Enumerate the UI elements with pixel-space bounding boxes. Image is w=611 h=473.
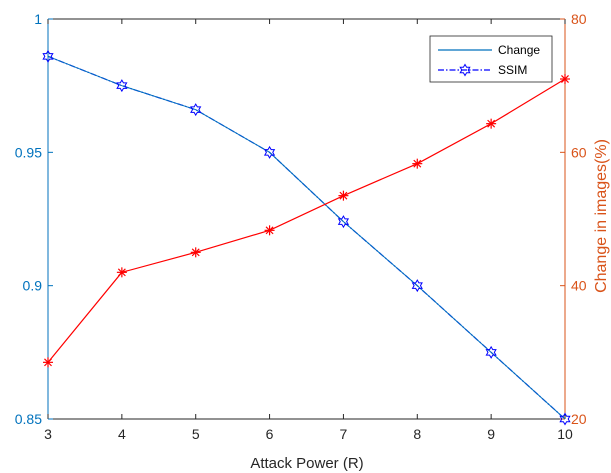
y-tick-label: 1 <box>34 11 42 27</box>
asterisk-stroke <box>44 358 52 367</box>
series-point <box>411 279 423 293</box>
series-point <box>116 267 127 278</box>
asterisk-stroke <box>487 119 496 128</box>
series-point <box>190 247 201 258</box>
legend-marker <box>459 63 471 77</box>
y2-tick-label: 80 <box>571 11 587 27</box>
x-tick-label: 8 <box>413 426 421 442</box>
series-point <box>116 79 128 93</box>
series-point <box>190 103 202 117</box>
x-tick-label: 6 <box>266 426 274 442</box>
series-point <box>412 158 423 169</box>
asterisk-stroke <box>561 75 569 83</box>
y2-tick-label: 40 <box>571 278 587 294</box>
series-point <box>42 49 54 63</box>
x-tick-label: 7 <box>340 426 348 442</box>
series-point <box>560 74 570 84</box>
series-line-1 <box>47 78 566 363</box>
y-tick-label: 0.85 <box>15 411 42 427</box>
change-line <box>47 55 566 420</box>
x-axis-label: Attack Power (R) <box>250 455 363 472</box>
x-tick-label: 9 <box>487 426 495 442</box>
asterisk-stroke <box>117 268 126 277</box>
asterisk-stroke <box>339 191 348 200</box>
y2-tick-label: 20 <box>571 411 587 427</box>
x-tick-label: 3 <box>44 426 52 442</box>
legend-label: Change <box>498 43 540 57</box>
plot-area: 3 4 5 6 7 8 9 10 0.85 0.9 0.95 1 20 40 60 80 <box>15 11 587 442</box>
x-tick-label: 5 <box>192 426 200 442</box>
series-point <box>486 118 497 129</box>
legend-box <box>429 35 553 83</box>
series-point <box>485 345 497 359</box>
series-point <box>263 145 276 159</box>
series-point <box>559 412 571 426</box>
asterisk-stroke <box>191 248 200 257</box>
series-point <box>338 190 349 201</box>
asterisk-stroke <box>413 159 422 168</box>
asterisk-stroke <box>265 226 274 235</box>
series-point <box>264 225 275 236</box>
legend: Change SSIM <box>429 35 553 83</box>
y-tick-label: 0.95 <box>15 144 42 160</box>
series-point <box>337 215 350 229</box>
legend-label: SSIM <box>498 63 527 77</box>
right-axis-label: Change in images(%) <box>593 139 610 293</box>
y-tick-label: 0.9 <box>23 278 43 294</box>
series-point <box>43 357 53 368</box>
x-tick-label: 10 <box>557 426 573 442</box>
series-line-0 <box>47 55 566 420</box>
x-tick-label: 4 <box>118 426 126 442</box>
y2-tick-label: 60 <box>571 144 587 160</box>
